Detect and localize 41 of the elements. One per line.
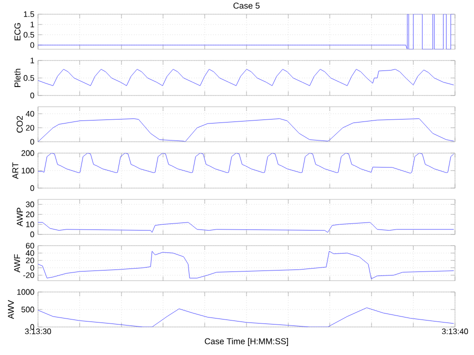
y-tick-label: 0: [30, 92, 34, 98]
y-tick-label: 10: [26, 222, 34, 228]
y-tick-label: 1.5: [24, 11, 34, 17]
line-series: [38, 68, 454, 86]
y-tick-label: 0.5: [24, 75, 34, 81]
y-tick-label: 1: [30, 58, 34, 64]
y-tick-label: 0: [30, 232, 34, 238]
x-tick-label: 3:13:40: [442, 328, 468, 334]
x-tick-label: 3:13:30: [24, 328, 52, 334]
line-series: [38, 153, 454, 174]
y-tick-label: 20: [26, 258, 34, 264]
y-axis-title: ART: [12, 162, 18, 179]
y-axis-title: CO2: [16, 116, 23, 133]
y-tick-label: 30: [26, 202, 34, 208]
y-axis-title: AWP: [16, 208, 23, 226]
y-tick-label: 0: [30, 185, 34, 191]
y-axis-title: ECG: [14, 23, 20, 40]
y-tick-label: 20: [26, 124, 34, 131]
y-axis-title: Pleth: [14, 68, 20, 87]
y-tick-label: 100: [22, 168, 34, 174]
y-tick-label: 0: [30, 264, 34, 271]
x-axis-title: Case Time [H:MM:SS]: [204, 338, 288, 346]
y-tick-label: 200: [22, 150, 34, 156]
line-series: [38, 118, 454, 142]
y-tick-label: 0: [30, 138, 34, 145]
y-tick-label: 500: [21, 306, 34, 312]
y-axis-title: AWV: [8, 300, 14, 319]
y-tick-label: 0: [30, 42, 34, 48]
y-tick-label: 20: [26, 212, 34, 218]
y-tick-label: 1000: [17, 289, 34, 295]
line-series: [38, 250, 454, 280]
y-tick-label: -20: [23, 272, 34, 278]
y-tick-label: 1: [30, 22, 34, 28]
y-axis-title: AWF: [14, 254, 20, 272]
y-tick-label: 60: [26, 242, 34, 249]
y-tick-label: 40: [26, 110, 34, 117]
chart-title: Case 5: [233, 2, 260, 9]
y-tick-label: 40: [26, 250, 34, 256]
y-tick-label: 0: [30, 324, 34, 330]
y-tick-label: 0.5: [24, 32, 34, 38]
line-series: [38, 222, 454, 233]
